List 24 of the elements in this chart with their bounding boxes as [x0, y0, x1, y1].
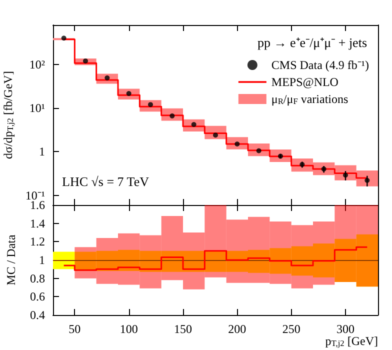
y-tick-label: 10⁻¹ — [25, 188, 46, 202]
y-axis-title: MC / Data — [4, 234, 18, 286]
legend-label: μR/μF variations — [271, 92, 349, 106]
x-tick-label: 300 — [336, 322, 354, 336]
y-tick-label: 1 — [39, 253, 45, 267]
y-tick-label: 10² — [29, 57, 46, 72]
x-tick-label: 50 — [68, 322, 81, 336]
annotation: LHC √s = 7 TeV — [62, 174, 150, 189]
legend-label: CMS Data (4.9 fb⁻¹) — [271, 58, 370, 72]
y-tick-label: 0.8 — [30, 271, 45, 286]
x-tick-label: 200 — [228, 322, 246, 336]
y-tick-label: 1.4 — [30, 216, 45, 230]
y-tick-label: 1.2 — [30, 234, 45, 249]
x-tick-label: 250 — [282, 322, 300, 336]
y-tick-label: 0.4 — [30, 308, 45, 322]
y-tick-label: 10¹ — [29, 101, 46, 116]
legend-label: MEPS@NLO — [271, 75, 339, 89]
text: pp → e⁺e⁻/μ⁺μ⁻ + jets — [258, 35, 368, 50]
x-tick-label: 150 — [174, 322, 192, 336]
x-axis-title: pT,j2 [GeV] — [325, 334, 378, 348]
y-tick-label: 0.6 — [30, 290, 45, 304]
x-tick-label: 100 — [120, 322, 138, 336]
y-tick-label: 1 — [39, 144, 45, 159]
y-axis-title: dσ/dpT,j2 [fb/GeV] — [1, 71, 16, 159]
